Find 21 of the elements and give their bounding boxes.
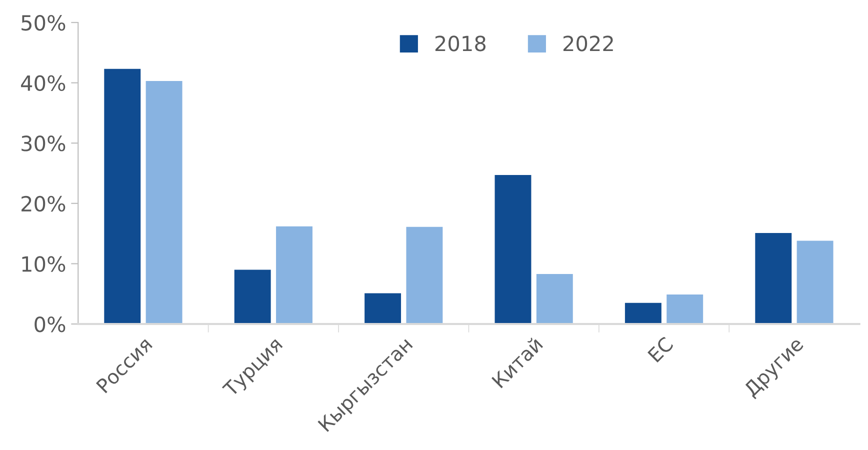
bar — [494, 175, 532, 324]
x-tick-label: ЕС — [647, 336, 674, 363]
bar — [666, 294, 704, 324]
bar — [276, 226, 312, 324]
y-tick-label: 0% — [34, 316, 66, 332]
bar — [624, 302, 662, 324]
y-tick-label: 10% — [22, 256, 66, 272]
legend-label: 2018 — [435, 36, 486, 52]
bar — [234, 270, 271, 324]
y-tick-label: 40% — [21, 75, 66, 92]
bar — [364, 293, 402, 324]
legend-label: 2022 — [563, 36, 613, 52]
bar — [104, 68, 141, 324]
bar — [536, 274, 573, 324]
bar — [796, 240, 834, 324]
y-tick-label: 50% — [22, 14, 66, 31]
y-tick-label: 20% — [22, 196, 66, 212]
y-tick-label: 30% — [22, 136, 66, 152]
bar — [406, 226, 443, 324]
bar — [755, 232, 792, 324]
bar — [146, 80, 182, 324]
